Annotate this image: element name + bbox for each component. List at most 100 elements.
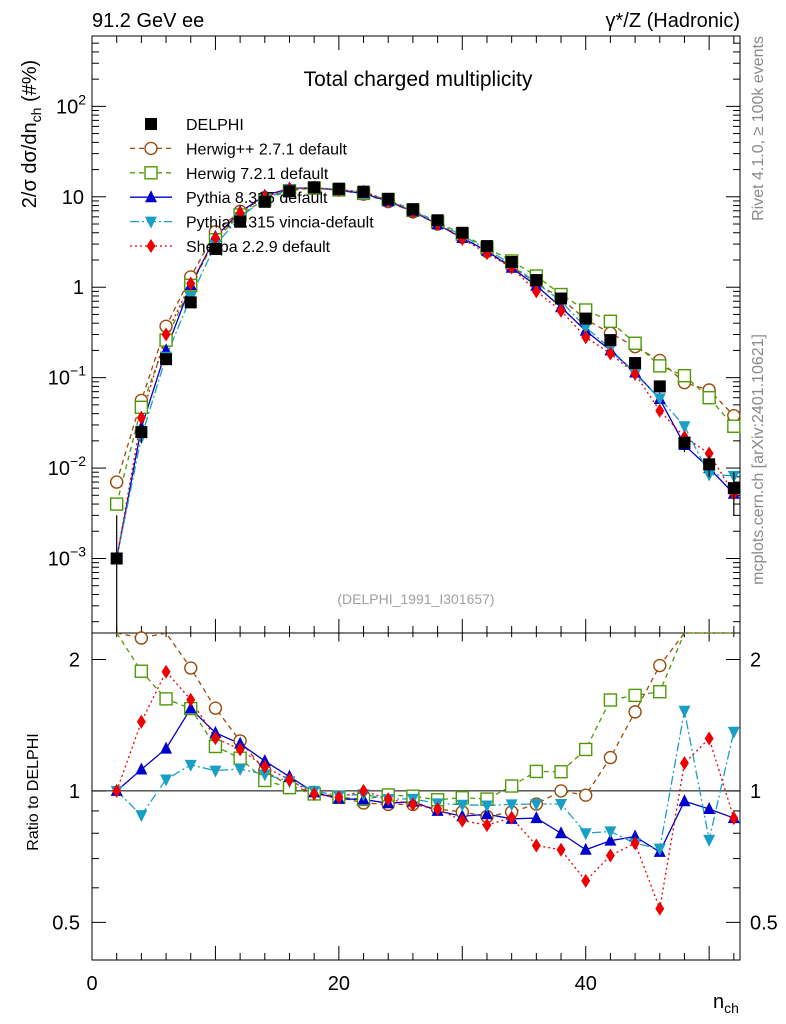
- ratio-point: [284, 772, 294, 787]
- data-point: [579, 312, 592, 325]
- x-tick-label: 20: [328, 973, 350, 995]
- legend-label: Herwig++ 2.7.1 default: [186, 141, 348, 158]
- series-point: [581, 330, 591, 345]
- legend-label: Herwig 7.2.1 default: [186, 166, 329, 183]
- series-point: [727, 419, 741, 433]
- ratio-point: [186, 692, 196, 707]
- ratio-point: [605, 848, 615, 863]
- ratio-point: [628, 705, 642, 719]
- mcplots-label: mcplots.cern.ch [arXiv:2401.10621]: [750, 334, 767, 585]
- ratio-point: [653, 843, 666, 856]
- series-point: [605, 346, 615, 361]
- ratio-point: [161, 664, 171, 679]
- chart-title: Total charged multiplicity: [304, 68, 533, 91]
- series-line-ratio: [116, 632, 734, 818]
- series-point: [603, 314, 618, 328]
- ratio-tick-label: 1: [750, 781, 761, 803]
- ratio-point: [383, 792, 393, 807]
- legend-label: Sherpa 2.2.9 default: [186, 239, 331, 256]
- ratio-tick-label: 2: [750, 650, 761, 672]
- ratio-point: [482, 818, 492, 833]
- ratio-point: [530, 799, 543, 812]
- data-point: [456, 226, 469, 239]
- ratio-point: [679, 756, 689, 771]
- ratio-point: [507, 810, 517, 825]
- series-lines: [116, 186, 735, 912]
- ratio-point: [504, 779, 519, 793]
- ratio-point: [581, 873, 591, 888]
- series-point: [677, 369, 692, 383]
- ratio-point: [136, 714, 146, 729]
- header-right: γ*/Z (Hadronic): [606, 10, 740, 32]
- legend-label: Pythia 8.315 vincia-default: [186, 215, 374, 232]
- ratio-point: [704, 731, 714, 746]
- ratio-point: [433, 802, 443, 817]
- ratio-point: [235, 742, 245, 757]
- series-point: [653, 393, 666, 406]
- series-point: [161, 327, 171, 342]
- data-point: [480, 240, 493, 253]
- ratio-point: [729, 811, 739, 826]
- ratio-point: [334, 790, 344, 805]
- ratio-tick-label: 2: [69, 650, 80, 672]
- x-tick-label: 40: [575, 973, 597, 995]
- ratio-point: [159, 692, 173, 706]
- ratio-point: [655, 901, 665, 916]
- ratio-point: [408, 797, 418, 812]
- ratio-point: [628, 688, 642, 703]
- ratio-point: [579, 828, 592, 841]
- y-tick-label: 102: [56, 91, 86, 118]
- data-point: [629, 357, 642, 370]
- series-point: [186, 276, 196, 291]
- rivet-label: Rivet 4.1.0, ≥ 100k events: [750, 36, 767, 221]
- ratio-point: [630, 836, 640, 851]
- ratio-point: [653, 685, 667, 699]
- data-point: [431, 214, 444, 227]
- data-point: [258, 195, 271, 208]
- ratio-tick-label: 0.5: [750, 912, 778, 934]
- ratio-point: [112, 783, 122, 798]
- header-left: 91.2 GeV ee: [92, 10, 204, 32]
- ratio-point: [208, 701, 223, 715]
- ratio-point: [703, 834, 716, 847]
- ratio-tick-label: 0.5: [52, 912, 80, 934]
- data-point: [135, 426, 148, 439]
- data-point: [332, 182, 345, 195]
- data-point: [283, 185, 296, 198]
- ratio-tick-label: 1: [69, 781, 80, 803]
- y-tick-label: 10: [62, 187, 84, 209]
- ratio-point: [530, 811, 543, 824]
- ratio-point: [604, 826, 617, 839]
- ratio-point: [209, 765, 222, 778]
- data-point: [357, 185, 370, 198]
- data-point: [308, 181, 321, 194]
- series-point: [210, 231, 220, 246]
- ratio-panel-frame: [91, 632, 741, 961]
- axes-layer: 0 20 40 10−3 10−2 10−1 1 10 102 0.5 0.5 1 1 2 2: [48, 35, 778, 995]
- legend: DELPHI Herwig++ 2.7.1 default Herwig 7.2.1…: [130, 117, 374, 256]
- ratio-point: [457, 813, 467, 828]
- series-marks: [109, 180, 741, 916]
- legend-marker: [145, 190, 157, 203]
- ratio-point: [260, 759, 270, 774]
- ratio-point: [727, 726, 740, 739]
- ratio-point: [678, 794, 691, 807]
- series-point: [678, 421, 691, 434]
- series-point: [704, 446, 714, 461]
- ratio-point: [480, 807, 493, 820]
- x-axis-label: nch: [713, 991, 739, 1016]
- series-point: [655, 403, 665, 418]
- ratio-point: [135, 810, 148, 823]
- ratio-point: [678, 705, 691, 718]
- ratio-point: [480, 800, 493, 813]
- ratio-point: [579, 788, 593, 802]
- data-point: [382, 192, 395, 205]
- series-line-ratio: [116, 632, 734, 801]
- ratio-point: [134, 664, 149, 678]
- legend-label: Pythia 8.315 default: [186, 190, 328, 207]
- ratio-point: [703, 802, 716, 815]
- series-point: [702, 391, 716, 405]
- series-point: [556, 303, 566, 318]
- data-point: [234, 215, 247, 228]
